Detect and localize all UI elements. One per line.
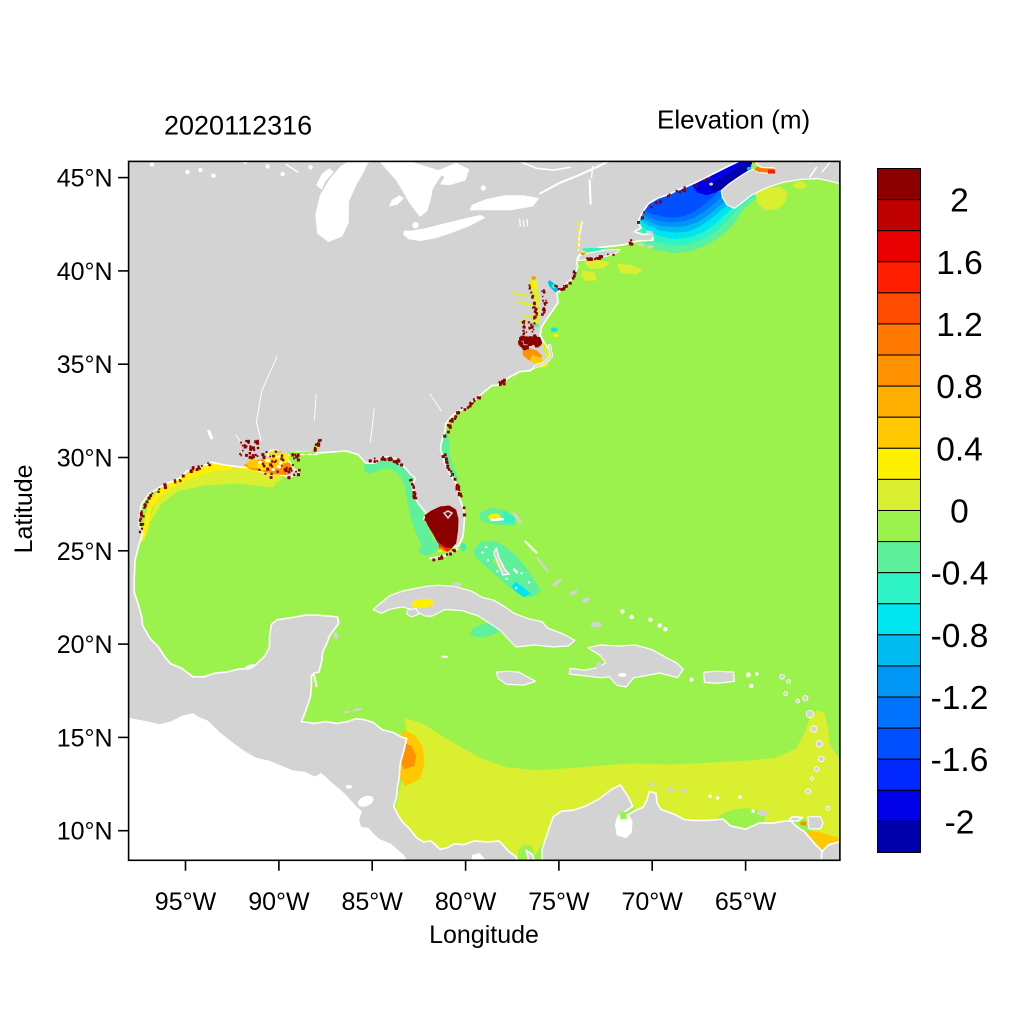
svg-text:2020112316: 2020112316	[164, 111, 312, 141]
svg-text:2: 2	[950, 183, 969, 220]
svg-text:35°N: 35°N	[57, 351, 113, 379]
svg-text:40°N: 40°N	[57, 258, 113, 286]
svg-text:1.2: 1.2	[936, 307, 983, 344]
svg-text:-0.8: -0.8	[931, 618, 989, 655]
svg-text:-0.4: -0.4	[931, 556, 989, 593]
svg-text:0.4: 0.4	[936, 431, 983, 468]
svg-text:65°W: 65°W	[715, 888, 777, 916]
svg-text:-1.6: -1.6	[931, 742, 989, 779]
svg-text:25°N: 25°N	[57, 538, 113, 566]
svg-text:Elevation (m): Elevation (m)	[657, 104, 810, 134]
svg-text:0: 0	[950, 494, 969, 531]
svg-text:70°W: 70°W	[621, 888, 683, 916]
svg-text:-2: -2	[945, 804, 975, 841]
svg-text:80°W: 80°W	[435, 888, 497, 916]
svg-text:-1.2: -1.2	[931, 680, 989, 717]
svg-text:15°N: 15°N	[57, 724, 113, 752]
svg-text:95°W: 95°W	[155, 888, 217, 916]
svg-text:0.8: 0.8	[936, 369, 983, 406]
svg-text:1.6: 1.6	[936, 245, 983, 282]
svg-text:45°N: 45°N	[57, 165, 113, 193]
svg-text:Latitude: Latitude	[10, 464, 38, 553]
svg-text:90°W: 90°W	[248, 888, 310, 916]
svg-text:85°W: 85°W	[341, 888, 403, 916]
svg-text:30°N: 30°N	[57, 445, 113, 473]
svg-text:Longitude: Longitude	[429, 921, 539, 949]
svg-text:20°N: 20°N	[57, 631, 113, 659]
svg-text:10°N: 10°N	[57, 818, 113, 846]
svg-text:75°W: 75°W	[528, 888, 590, 916]
